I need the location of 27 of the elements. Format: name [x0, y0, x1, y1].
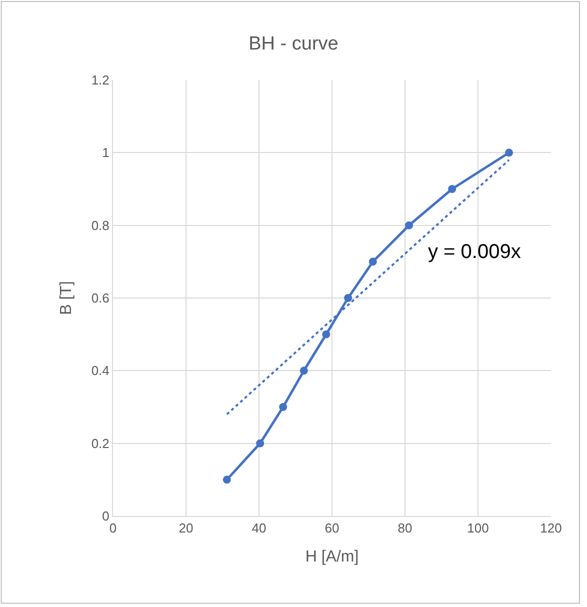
y-tick-label: 0.8 — [91, 218, 110, 233]
point — [322, 330, 330, 338]
y-tick-label: 0.2 — [91, 436, 110, 451]
x-tick-label: 100 — [467, 520, 489, 536]
point — [256, 439, 264, 448]
y-tick-label: 1.2 — [91, 72, 110, 88]
point — [222, 476, 231, 484]
point — [448, 185, 456, 193]
point — [368, 258, 377, 266]
annotation: y = 0.009x — [428, 241, 521, 263]
x-tick-label: 20 — [178, 520, 194, 536]
y-tick-label: 1 — [102, 145, 110, 160]
x-tick-label: 60 — [324, 520, 340, 536]
x-tick-label: 80 — [398, 520, 412, 536]
chart-title: BH - curve — [248, 34, 338, 55]
point — [300, 366, 308, 375]
y-tick-label: 0.4 — [91, 363, 110, 378]
point — [505, 148, 514, 157]
point — [344, 294, 352, 302]
x-axis-title: H [A/m] — [305, 548, 359, 566]
point — [279, 403, 288, 411]
x-tick-label: 120 — [540, 520, 562, 536]
x-tick-label: 40 — [252, 520, 266, 536]
y-tick-label: 0 — [102, 508, 110, 524]
point — [405, 221, 414, 230]
y-axis-title: B [T] — [58, 281, 76, 315]
y-tick-label: 0.6 — [91, 290, 110, 306]
